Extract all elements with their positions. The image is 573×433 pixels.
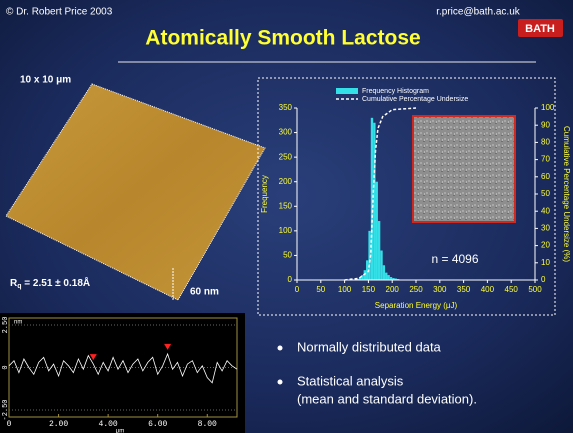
x-tick-label: 0: [7, 420, 12, 429]
x-tick-label: 200: [386, 285, 400, 294]
y-tick-label: 0: [2, 365, 10, 369]
legend-label: Cumulative Percentage Undersize: [362, 96, 468, 103]
legend-label: Frequency Histogram: [362, 88, 429, 95]
x-tick-label: 2.00: [49, 420, 68, 429]
email: r.price@bath.ac.uk: [436, 7, 521, 18]
y2-tick-label: 100: [541, 103, 555, 112]
x-tick-label: 0: [295, 285, 300, 294]
x-tick-label: 500: [528, 285, 542, 294]
x-tick-label: 250: [409, 285, 423, 294]
y-tick-label: 350: [279, 103, 293, 112]
y2-tick-label: 70: [541, 155, 550, 164]
profile-panel: [0, 313, 245, 433]
bullet-dot: [278, 346, 283, 351]
x-tick-label: 6.00: [148, 420, 167, 429]
bullet-text: Statistical analysis: [297, 373, 404, 388]
bullet-text: Normally distributed data: [297, 339, 442, 354]
y-tick-label: 250: [279, 152, 293, 161]
y-axis-title: Frequency: [260, 175, 269, 213]
y-tick-label: 300: [279, 128, 293, 137]
x-tick-label: 300: [433, 285, 447, 294]
x-tick-label: 8.00: [198, 420, 217, 429]
bullet-text: (mean and standard deviation).: [297, 391, 477, 406]
y-tick-label: 100: [279, 226, 293, 235]
histogram-bar: [385, 273, 387, 280]
y2-tick-label: 30: [541, 224, 550, 233]
x-axis-title: Separation Energy (μJ): [375, 301, 458, 310]
y2-tick-label: 60: [541, 172, 550, 181]
y2-tick-label: 80: [541, 138, 550, 147]
y2-tick-label: 40: [541, 206, 550, 215]
x-axis-title: μm: [116, 429, 124, 433]
histogram-bar: [376, 182, 378, 280]
histogram-bar: [361, 275, 363, 280]
logo: BATH: [525, 23, 555, 35]
copyright: © Dr. Robert Price 2003: [6, 7, 113, 18]
inset-image: [413, 116, 515, 222]
histogram-bar: [387, 275, 389, 280]
y2-tick-label: 0: [541, 275, 546, 284]
y2-tick-label: 10: [541, 258, 550, 267]
y-tick-label: 0: [288, 275, 293, 284]
y2-axis-title: Cumulative Percentage Undersize (%): [562, 126, 571, 262]
x-tick-label: 350: [457, 285, 471, 294]
scan-size: 10 x 10 μm: [20, 75, 71, 86]
x-tick-label: 100: [338, 285, 352, 294]
y-tick-label: 50: [283, 251, 292, 260]
y-axis-title: nm: [14, 320, 22, 326]
histogram-bar: [380, 251, 382, 280]
y2-tick-label: 90: [541, 120, 550, 129]
bullet-dot: [278, 380, 283, 385]
x-tick-label: 150: [362, 285, 376, 294]
x-tick-label: 400: [481, 285, 495, 294]
y2-tick-label: 20: [541, 241, 550, 250]
y-tick-label: 2.50: [2, 317, 10, 334]
sample-size: n = 4096: [431, 252, 478, 266]
z-range: 60 nm: [190, 287, 219, 298]
y-tick-label: 200: [279, 177, 293, 186]
x-tick-label: 50: [316, 285, 325, 294]
y2-tick-label: 50: [541, 189, 550, 198]
slide: © Dr. Robert Price 2003 r.price@bath.ac.…: [0, 0, 573, 433]
roughness: Rq = 2.51 ± 0.18Å: [10, 276, 90, 290]
histogram-bar: [378, 221, 380, 280]
x-tick-label: 450: [505, 285, 519, 294]
page: © Dr. Robert Price 2003 r.price@bath.ac.…: [0, 0, 573, 433]
legend-swatch: [336, 88, 358, 94]
slide-title: Atomically Smooth Lactose: [145, 27, 420, 50]
histogram-bar: [383, 265, 385, 280]
y-tick-label: -2.50: [2, 399, 10, 420]
roughness-value: = 2.51 ± 0.18Å: [22, 276, 91, 289]
y-tick-label: 150: [279, 201, 293, 210]
